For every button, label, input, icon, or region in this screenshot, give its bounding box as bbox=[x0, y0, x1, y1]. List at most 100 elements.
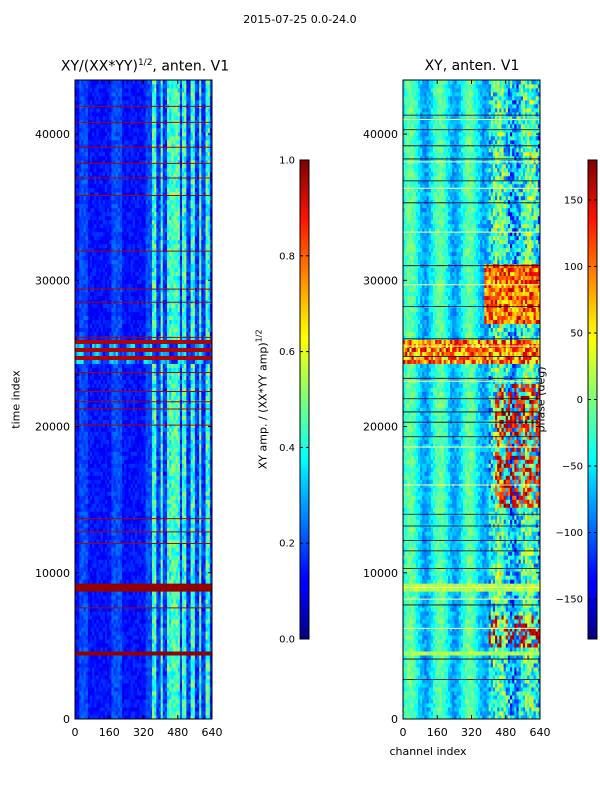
heatmap-cell bbox=[177, 407, 181, 412]
heatmap-cell bbox=[171, 615, 174, 620]
heatmap-cell bbox=[173, 579, 177, 584]
heatmap-cell bbox=[184, 575, 187, 580]
heatmap-cell bbox=[154, 575, 157, 580]
heatmap-cell bbox=[169, 651, 172, 656]
heatmap-cell bbox=[184, 439, 187, 444]
heatmap-cell bbox=[162, 703, 166, 708]
heatmap-cell bbox=[156, 635, 159, 640]
heatmap-cell bbox=[145, 615, 149, 620]
heatmap-cell bbox=[199, 599, 202, 604]
heatmap-cell bbox=[102, 567, 106, 572]
heatmap-cell bbox=[104, 503, 108, 508]
heatmap-cell bbox=[209, 431, 212, 436]
heatmap-cell bbox=[92, 583, 95, 588]
heatmap-cell bbox=[175, 619, 179, 624]
heatmap-cell bbox=[124, 539, 127, 544]
heatmap-cell bbox=[124, 467, 127, 472]
heatmap-cell bbox=[100, 487, 104, 492]
heatmap-cell bbox=[171, 587, 174, 592]
heatmap-cell bbox=[81, 491, 84, 496]
heatmap-cell bbox=[94, 451, 97, 456]
heatmap-cell bbox=[145, 671, 149, 676]
heatmap-cell bbox=[104, 691, 108, 696]
heatmap-cell bbox=[203, 559, 206, 564]
heatmap-cell bbox=[207, 631, 211, 636]
heatmap-cell bbox=[113, 491, 117, 496]
heatmap-cell bbox=[137, 643, 140, 648]
heatmap-cell bbox=[164, 643, 168, 648]
heatmap-cell bbox=[134, 479, 138, 484]
heatmap-cell bbox=[117, 511, 121, 516]
heatmap-cell bbox=[77, 455, 80, 460]
heatmap-cell bbox=[167, 503, 170, 508]
heatmap-cell bbox=[128, 515, 132, 520]
heatmap-cell bbox=[126, 511, 129, 516]
heatmap-cell bbox=[209, 515, 212, 520]
heatmap-cell bbox=[137, 655, 140, 660]
heatmap-cell bbox=[199, 639, 202, 644]
heatmap-cell bbox=[184, 515, 187, 520]
heatmap-cell bbox=[130, 559, 134, 564]
heatmap-cell bbox=[92, 599, 95, 604]
heatmap-cell bbox=[128, 615, 132, 620]
heatmap-cell bbox=[149, 511, 153, 516]
heatmap-cell bbox=[89, 463, 93, 468]
heatmap-cell bbox=[132, 423, 136, 428]
heatmap-cell bbox=[126, 539, 129, 544]
heatmap-cell bbox=[128, 703, 132, 708]
heatmap-cell bbox=[197, 691, 200, 696]
heatmap-cell bbox=[147, 423, 151, 428]
heatmap-cell bbox=[87, 711, 91, 716]
heatmap-cell bbox=[100, 411, 104, 416]
heatmap-cell bbox=[194, 451, 198, 456]
heatmap-cell bbox=[149, 539, 153, 544]
heatmap-cell bbox=[167, 607, 170, 612]
heatmap-cell bbox=[87, 635, 91, 640]
heatmap-cell bbox=[85, 539, 89, 544]
heatmap-cell bbox=[173, 515, 177, 520]
heatmap-cell bbox=[126, 479, 129, 484]
heatmap-cell bbox=[188, 499, 191, 504]
heatmap-cell bbox=[83, 639, 87, 644]
heatmap-cell bbox=[122, 443, 125, 448]
heatmap-cell bbox=[141, 467, 144, 472]
heatmap-cell bbox=[143, 607, 147, 612]
heatmap-cell bbox=[100, 615, 104, 620]
heatmap-cell bbox=[104, 427, 108, 432]
heatmap-cell bbox=[162, 463, 166, 468]
heatmap-cell bbox=[75, 447, 78, 452]
heatmap-cell bbox=[77, 491, 80, 496]
heatmap-cell bbox=[115, 635, 119, 640]
heatmap-cell bbox=[147, 623, 151, 628]
heatmap-cell bbox=[199, 539, 202, 544]
heatmap-cell bbox=[89, 507, 93, 512]
heatmap-cell bbox=[156, 607, 159, 612]
heatmap-cell bbox=[98, 555, 102, 560]
heatmap-cell bbox=[167, 519, 170, 524]
heatmap-cell bbox=[186, 607, 189, 612]
heatmap-cell bbox=[184, 539, 187, 544]
heatmap-cell bbox=[201, 667, 204, 672]
heatmap-cell bbox=[104, 635, 108, 640]
heatmap-cell bbox=[113, 579, 117, 584]
heatmap-cell bbox=[83, 687, 87, 692]
heatmap-cell bbox=[160, 691, 164, 696]
heatmap-cell bbox=[81, 531, 84, 536]
heatmap-cell bbox=[184, 455, 187, 460]
heatmap-cell bbox=[130, 555, 134, 560]
heatmap-cell bbox=[173, 551, 177, 556]
heatmap-cell bbox=[75, 427, 78, 432]
heatmap-cell bbox=[175, 603, 179, 608]
heatmap-cell bbox=[149, 699, 153, 704]
heatmap-cell bbox=[128, 583, 132, 588]
heatmap-cell bbox=[149, 639, 153, 644]
heatmap-cell bbox=[164, 695, 168, 700]
heatmap-cell bbox=[130, 595, 134, 600]
heatmap-cell bbox=[128, 503, 132, 508]
heatmap-cell bbox=[171, 635, 174, 640]
heatmap-cell bbox=[190, 483, 194, 488]
heatmap-cell bbox=[145, 567, 149, 572]
heatmap-cell bbox=[175, 459, 179, 464]
heatmap-cell bbox=[145, 663, 149, 668]
heatmap-cell bbox=[156, 655, 159, 660]
